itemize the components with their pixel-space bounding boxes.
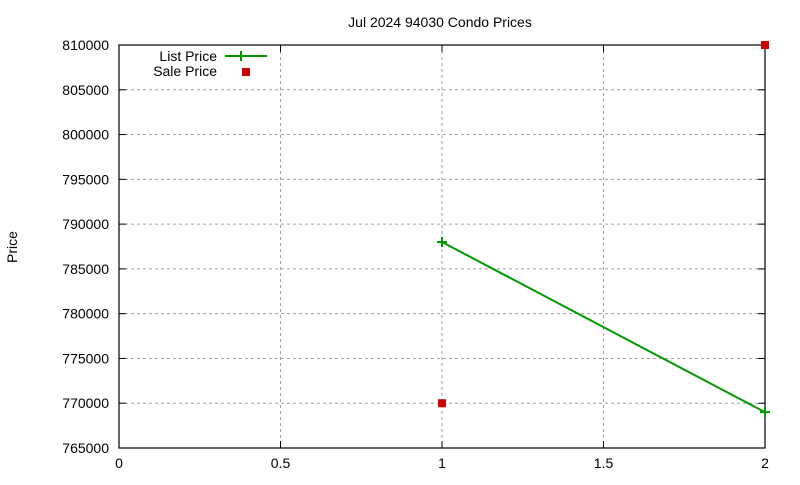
y-tick-label: 770000 <box>62 395 109 411</box>
y-tick-label: 805000 <box>62 82 109 98</box>
y-tick-label: 785000 <box>62 261 109 277</box>
y-tick-label: 810000 <box>62 37 109 53</box>
y-tick-label: 775000 <box>62 350 109 366</box>
square-marker <box>438 399 446 408</box>
legend-label: List Price <box>159 48 217 64</box>
grid-lines <box>119 45 765 448</box>
list-price-line <box>441 241 766 414</box>
plot-frame <box>118 44 766 449</box>
y-tick-label: 765000 <box>62 440 109 456</box>
y-tick-label: 780000 <box>62 306 109 322</box>
x-tick-label: 1.5 <box>594 455 614 471</box>
x-tick-label: 1 <box>438 455 446 471</box>
x-tick-label: 0.5 <box>271 455 291 471</box>
square-marker <box>761 41 769 49</box>
axis-ticks: 765000 770000 775000 780000 785000 790000 7950… <box>62 37 769 471</box>
x-tick-label: 2 <box>761 455 769 471</box>
chart-title: Jul 2024 94030 Condo Prices <box>348 14 532 30</box>
y-axis-label: Price <box>4 231 20 263</box>
y-tick-label: 800000 <box>62 127 109 143</box>
plus-marker <box>760 407 770 418</box>
data-series <box>437 41 770 418</box>
plus-marker <box>437 237 447 248</box>
legend-label: Sale Price <box>153 63 217 79</box>
y-tick-label: 790000 <box>62 216 109 232</box>
y-tick-label: 795000 <box>62 171 109 187</box>
x-tick-label: 0 <box>115 455 123 471</box>
